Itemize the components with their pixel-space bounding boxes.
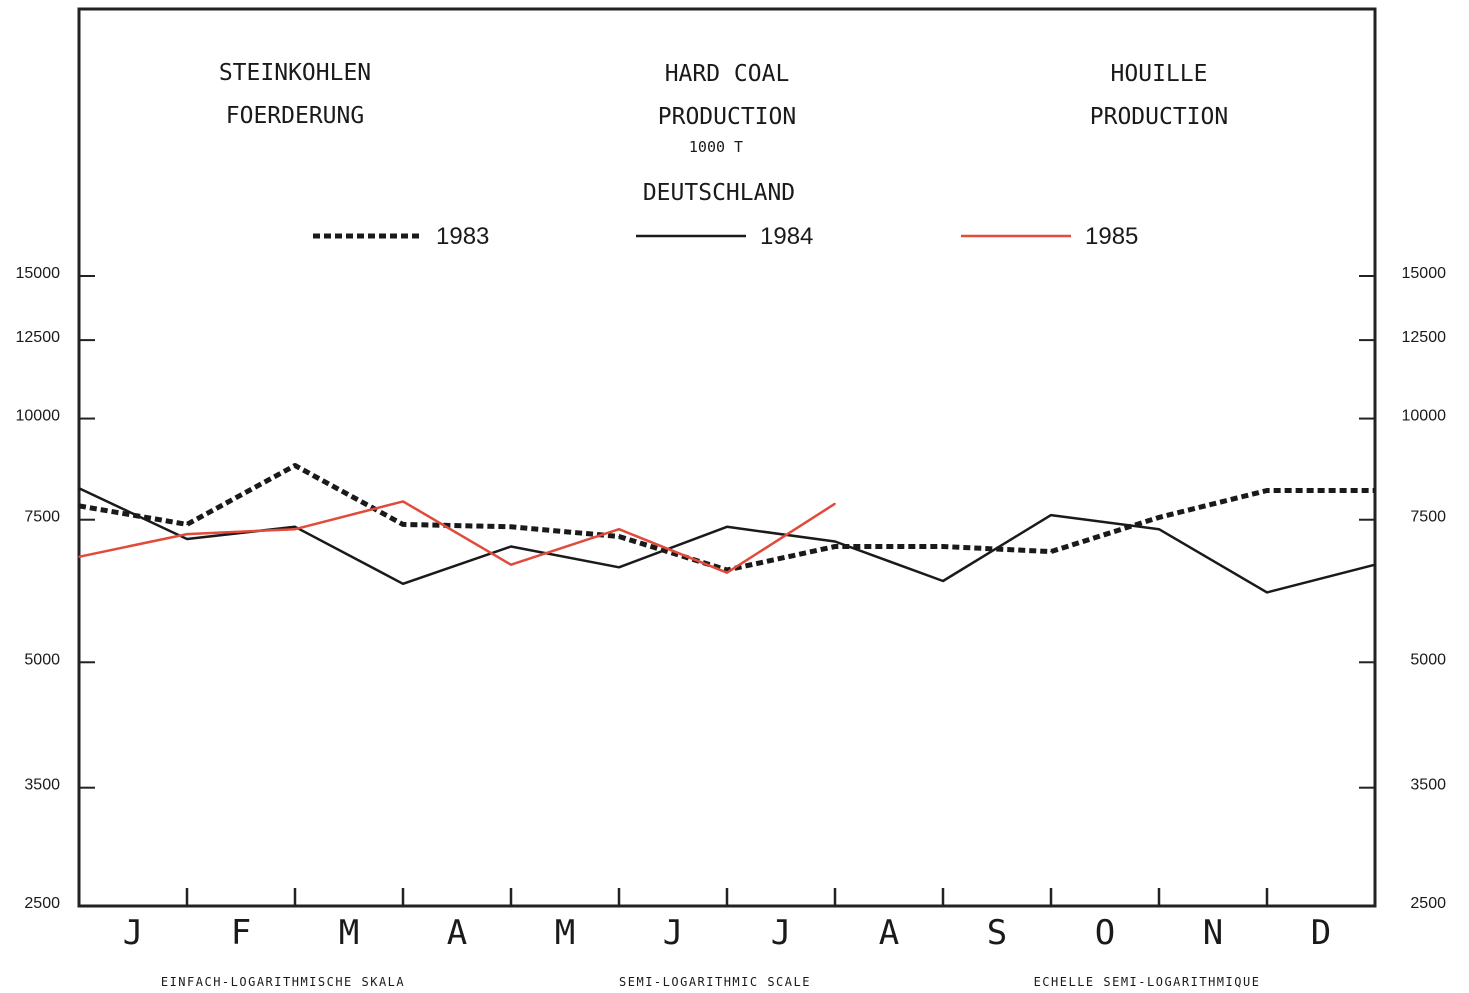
data-point-1983 — [834, 545, 836, 548]
month-label: M — [339, 913, 359, 953]
data-point-1983 — [618, 535, 620, 538]
y-tick-label-left: 12500 — [16, 329, 61, 346]
footer-en: SEMI-LOGARITHMIC SCALE — [619, 975, 811, 989]
data-point-1984 — [726, 526, 728, 528]
y-tick-label-right: 12500 — [1402, 329, 1447, 346]
data-point-1983 — [510, 526, 512, 528]
data-point-1984 — [186, 538, 188, 540]
data-point-1985 — [78, 556, 80, 558]
footer-de: EINFACH-LOGARITHMISCHE SKALA — [161, 975, 405, 989]
data-point-1984 — [834, 540, 836, 543]
month-label: D — [1311, 913, 1331, 953]
title-en-line2: PRODUCTION — [658, 104, 796, 130]
data-point-1983 — [78, 505, 80, 507]
y-tick-label-right: 7500 — [1410, 509, 1446, 526]
data-point-1983 — [1050, 550, 1052, 553]
data-point-1984 — [1374, 563, 1376, 566]
title-fr-line1: HOUILLE — [1111, 61, 1208, 87]
data-point-1984 — [942, 580, 944, 582]
data-point-1985 — [294, 528, 296, 530]
unit-label: 1000 T — [689, 138, 743, 156]
y-tick-label-right: 2500 — [1410, 895, 1446, 912]
title-de-line1: STEINKOHLEN — [219, 60, 371, 86]
y-tick-label-left: 2500 — [24, 895, 60, 912]
title-fr-line2: PRODUCTION — [1090, 104, 1228, 130]
data-point-1984 — [294, 526, 296, 528]
y-tick-label-left: 15000 — [16, 265, 61, 282]
footer-fr: ECHELLE SEMI-LOGARITHMIQUE — [1034, 975, 1261, 989]
data-point-1984 — [1266, 591, 1268, 594]
month-label: S — [987, 913, 1007, 953]
data-point-1984 — [78, 487, 80, 490]
title-en-line1: HARD COAL — [665, 61, 790, 87]
data-point-1984 — [1158, 528, 1160, 530]
data-point-1983 — [1266, 489, 1268, 492]
data-point-1984 — [1050, 514, 1052, 516]
data-point-1984 — [618, 566, 620, 569]
series-lines — [78, 463, 1376, 594]
data-point-1985 — [510, 563, 512, 566]
data-point-1985 — [402, 500, 404, 503]
data-point-1983 — [726, 569, 728, 571]
y-tick-label-right: 15000 — [1402, 265, 1447, 282]
data-point-1983 — [186, 523, 188, 526]
data-point-1985 — [834, 502, 836, 505]
data-point-1984 — [402, 583, 404, 585]
legend-label-1984: 1984 — [760, 223, 813, 250]
y-tick-label-left: 5000 — [24, 651, 60, 668]
y-axis: 2500 2500 3500 3500 5000 5000 7500 7500 10000 100… — [16, 265, 1447, 912]
y-tick-label-right: 10000 — [1402, 408, 1447, 425]
y-tick-label-left: 3500 — [24, 777, 60, 794]
legend-label-1983: 1983 — [436, 223, 489, 250]
month-label: J — [771, 913, 791, 953]
data-point-1983 — [402, 523, 404, 526]
data-point-1985 — [618, 528, 620, 530]
data-point-1985 — [186, 533, 188, 535]
data-point-1984 — [510, 545, 512, 548]
series-line-1985 — [78, 500, 836, 574]
data-point-1983 — [942, 545, 944, 548]
month-label: F — [231, 913, 251, 953]
series-line-1984 — [78, 487, 1376, 594]
month-label: A — [879, 913, 899, 953]
country-label: DEUTSCHLAND — [643, 180, 795, 206]
y-tick-label-right: 5000 — [1410, 651, 1446, 668]
data-point-1983 — [1374, 489, 1376, 492]
data-point-1983 — [294, 464, 296, 467]
month-label: J — [663, 913, 683, 953]
legend: 1983 1984 1985 — [313, 223, 1138, 250]
y-tick-label-right: 3500 — [1410, 777, 1446, 794]
title-de-line2: FOERDERUNG — [226, 103, 364, 129]
month-label: N — [1203, 913, 1223, 953]
series-line-1983 — [78, 463, 1375, 573]
legend-label-1985: 1985 — [1085, 223, 1138, 250]
data-point-1983 — [1158, 516, 1160, 519]
data-point-1985 — [726, 571, 728, 574]
month-label: O — [1095, 913, 1115, 953]
y-tick-label-left: 10000 — [16, 408, 61, 425]
y-tick-label-left: 7500 — [24, 509, 60, 526]
month-label: A — [447, 913, 467, 953]
month-label: M — [555, 913, 575, 953]
month-label: J — [123, 913, 143, 953]
